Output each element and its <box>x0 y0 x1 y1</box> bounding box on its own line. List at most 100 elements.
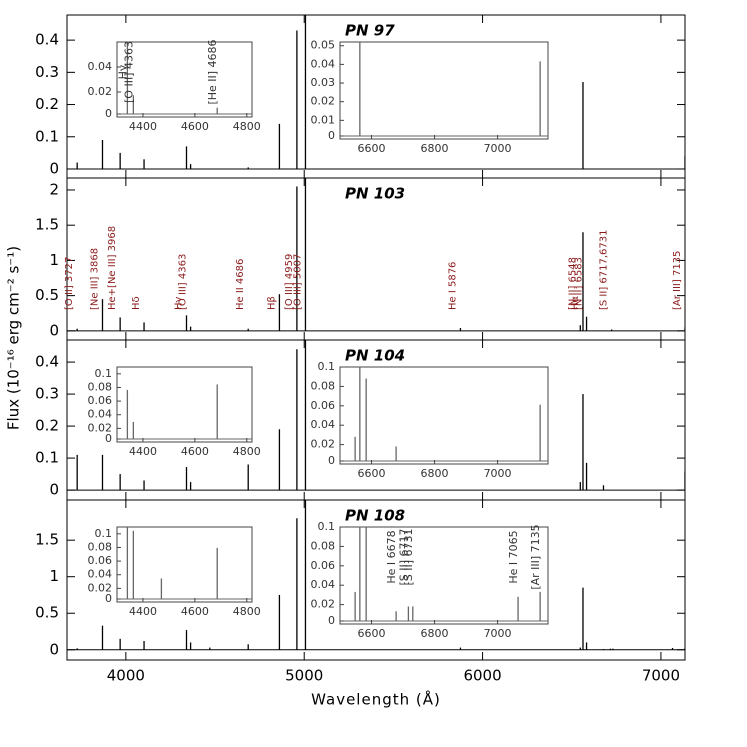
inset-annotation: [He II] 4686 <box>206 39 219 104</box>
y-tick-label: 0.4 <box>35 31 59 49</box>
line-label: He I 5876 <box>447 262 458 310</box>
y-tick-label: 0 <box>49 159 59 177</box>
inset-y-tick-label: 0.06 <box>88 554 113 567</box>
inset-frame <box>116 366 253 443</box>
inset-y-tick-label: 0.04 <box>311 57 336 70</box>
panel-title: PN 97 <box>345 22 395 40</box>
inset-y-tick-label: 0.06 <box>88 394 113 407</box>
inset: 0 0.02 0.04 0.06 0.08 0.1 6600 6800 7000 He I 667… <box>311 520 549 640</box>
line-label: [Ne III] 3868 <box>89 248 100 310</box>
inset-y-tick-label: 0.08 <box>88 540 113 553</box>
inset-x-tick-label: 4800 <box>233 445 261 458</box>
y-tick-label: 2 <box>49 180 59 198</box>
inset-y-tick-label: 0.02 <box>88 421 113 434</box>
inset-spectrum <box>340 367 548 462</box>
inset-y-tick-label: 0.06 <box>311 559 336 572</box>
inset-y-tick-label: 0.02 <box>88 581 113 594</box>
inset-y-tick-label: 0 <box>328 129 335 142</box>
inset-y-tick-label: 0.08 <box>311 539 336 552</box>
inset-y-tick-label: 0.06 <box>311 399 336 412</box>
inset-y-tick-label: 0.02 <box>88 85 113 98</box>
inset-annotation: [Ar III] 7135 <box>529 524 542 589</box>
spectrum <box>67 178 685 332</box>
inset-x-tick-label: 6600 <box>358 627 386 640</box>
panel-title: PN 108 <box>345 507 405 525</box>
inset-y-tick-label: 0.02 <box>311 95 336 108</box>
inset-annotation: [S II] 6717 <box>397 528 410 585</box>
line-label: [O III] 4959 <box>284 254 295 310</box>
inset-annotation: He I 6678 <box>385 530 398 583</box>
inset-y-tick-label: 0.1 <box>95 367 113 380</box>
inset-spectrum <box>117 42 252 115</box>
inset: 00.020.040.060.080.1 4400 4600 4800 <box>88 366 261 458</box>
inset-x-tick-label: 7000 <box>484 142 512 155</box>
inset-y-tick-label: 0.1 <box>318 520 336 533</box>
inset: 00.020.040.060.080.1 4400 4600 4800 <box>88 526 261 618</box>
x-tick-label: 4000 <box>107 667 145 685</box>
spectrum <box>67 500 685 651</box>
y-tick-label: 0.1 <box>35 449 59 467</box>
y-tick-label: 0.3 <box>35 63 59 81</box>
panel-title: PN 103 <box>345 185 405 203</box>
inset-y-tick-label: 0.01 <box>311 113 336 126</box>
y-tick-label: 1.5 <box>35 531 59 549</box>
inset-x-tick-label: 6800 <box>421 467 449 480</box>
inset-frame <box>339 41 549 140</box>
line-label: [S II] 6717,6731 <box>599 230 610 310</box>
inset-spectrum <box>117 527 252 600</box>
y-tick-label: 0.5 <box>35 286 59 304</box>
inset-x-tick-label: 6600 <box>358 142 386 155</box>
inset-y-tick-label: 0.04 <box>88 568 113 581</box>
panel-frame <box>66 499 686 661</box>
y-tick-label: 0 <box>49 321 59 339</box>
y-tick-label: 0.4 <box>35 353 59 371</box>
line-label: [O III] 4363 <box>178 254 189 310</box>
line-label: He+[Ne III] 3968 <box>107 226 118 310</box>
y-axis-label: Flux (10⁻¹⁶ erg cm⁻² s⁻¹) <box>5 246 23 430</box>
y-tick-label: 0.1 <box>35 127 59 145</box>
inset-x-tick-label: 6800 <box>421 142 449 155</box>
inset-x-tick-label: 4800 <box>233 120 261 133</box>
spectrum <box>67 15 685 170</box>
line-label: Hδ <box>131 296 142 310</box>
line-label: [N II] 6583 <box>574 257 585 310</box>
line-label: Hα <box>570 295 581 310</box>
inset-annotation: He I 7065 <box>507 530 520 583</box>
inset-y-tick-label: 0.02 <box>311 598 336 611</box>
inset-y-tick-label: 0.08 <box>88 380 113 393</box>
inset-x-tick-label: 7000 <box>484 467 512 480</box>
inset-frame <box>116 41 253 118</box>
inset-annotation: Hγ <box>116 64 129 79</box>
y-tick-label: 0.2 <box>35 95 59 113</box>
inset-y-tick-label: 0.1 <box>318 360 336 373</box>
inset-x-tick-label: 4600 <box>181 445 209 458</box>
inset-y-tick-label: 0 <box>328 614 335 627</box>
inset-spectrum <box>340 42 548 137</box>
line-label: He II 4686 <box>235 259 246 310</box>
y-tick-label: 0 <box>49 481 59 499</box>
line-label: [O III] 5007 <box>292 254 303 310</box>
x-tick-label: 7000 <box>642 667 680 685</box>
inset-spectrum <box>117 384 252 440</box>
x-tick-label: 6000 <box>463 667 501 685</box>
inset-frame <box>339 366 549 465</box>
inset-spectrum <box>340 527 548 622</box>
inset-y-tick-label: 0.04 <box>311 578 336 591</box>
inset-y-tick-label: 0 <box>105 592 112 605</box>
inset-annotation: [S II] 6731 <box>402 528 415 585</box>
y-tick-label: 1 <box>49 251 59 269</box>
line-label: Hγ <box>173 296 184 310</box>
inset: 0 0.02 0.04 4400 4600 4800 Hγ[O III] 4363 [He I… <box>88 39 261 133</box>
inset-y-tick-label: 0.04 <box>311 418 336 431</box>
inset-frame <box>339 526 549 625</box>
x-axis-label: Wavelength (Å) <box>311 690 441 709</box>
line-label: [Ar III] 7135 <box>672 251 683 310</box>
y-tick-label: 0.5 <box>35 604 59 622</box>
inset-x-tick-label: 7000 <box>484 627 512 640</box>
inset-y-tick-label: 0 <box>105 107 112 120</box>
inset-x-tick-label: 4400 <box>129 445 157 458</box>
y-tick-label: 0.3 <box>35 385 59 403</box>
inset-annotation: [O III] 4363 <box>122 41 135 103</box>
y-tick-label: 0 <box>49 640 59 658</box>
